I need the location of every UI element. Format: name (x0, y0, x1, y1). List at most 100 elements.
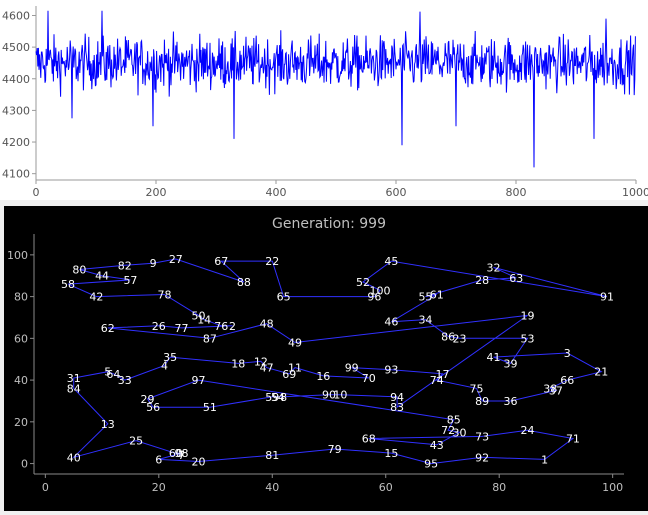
city-label: 13 (101, 418, 115, 431)
city-label: 87 (203, 332, 217, 345)
city-label: 100 (370, 284, 391, 297)
fitness-series-line (35, 10, 636, 168)
x-tick-label: 20 (152, 481, 166, 494)
city-label: 51 (203, 401, 217, 414)
city-label: 14 (197, 314, 211, 327)
y-tick-label: 0 (21, 458, 28, 471)
x-tick-label: 1000 (622, 186, 648, 199)
city-label: 40 (67, 451, 81, 464)
x-tick-label: 60 (379, 481, 393, 494)
city-label: 23 (452, 332, 466, 345)
city-label: 42 (89, 291, 103, 304)
x-tick-label: 40 (265, 481, 279, 494)
city-label: 15 (384, 447, 398, 460)
city-label: 68 (362, 433, 376, 446)
city-label: 58 (61, 278, 75, 291)
city-label: 2 (229, 320, 236, 333)
y-tick-label: 4200 (2, 136, 30, 149)
city-label: 69 (282, 368, 296, 381)
city-label: 9 (150, 257, 157, 270)
city-label: 59 (265, 391, 279, 404)
city-label: 61 (430, 289, 444, 302)
city-label: 67 (214, 255, 228, 268)
city-label: 8 (280, 391, 287, 404)
city-label: 27 (169, 253, 183, 266)
city-label: 20 (192, 455, 206, 468)
fitness-line-chart: 4100 4200 4300 4400 4500 4600 0 200 400 600 800 100… (2, 6, 648, 199)
x-tick-label: 800 (506, 186, 527, 199)
city-label: 54 (271, 391, 285, 404)
city-label: 62 (101, 322, 115, 335)
y-tick-label: 100 (7, 249, 28, 262)
city-label: 91 (600, 291, 614, 304)
y-tick-label: 80 (14, 291, 28, 304)
city-label: 98 (175, 447, 189, 460)
y-tick-label: 40 (14, 374, 28, 387)
city-label: 16 (316, 370, 330, 383)
city-label: 19 (521, 309, 535, 322)
city-label: 93 (384, 364, 398, 377)
city-label: 17 (435, 368, 449, 381)
city-label: 25 (129, 435, 143, 448)
tour-scatter-chart: Generation: 999 0 20 40 60 80 100 0 20 40 60 80 100 1… (7, 216, 624, 494)
city-label: 84 (67, 382, 81, 395)
city-label: 80 (72, 263, 86, 276)
y-tick-label: 4300 (2, 104, 30, 117)
y-tick-label: 4400 (2, 73, 30, 86)
city-label: 81 (265, 449, 279, 462)
y-tick-label: 4500 (2, 41, 30, 54)
city-label: 11 (288, 362, 302, 375)
panel-divider (0, 200, 648, 206)
city-label: 29 (140, 393, 154, 406)
chart-title: Generation: 999 (272, 216, 386, 232)
y-tick-label: 60 (14, 332, 28, 345)
tour-chart-panel: Generation: 999 0 20 40 60 80 100 0 20 40 60 80 100 1… (4, 206, 648, 511)
city-label: 73 (475, 430, 489, 443)
tour-path (67, 258, 608, 465)
city-label: 5 (104, 366, 111, 379)
fitness-chart-panel: 4100 4200 4300 4400 4500 4600 0 200 400 600 800 100… (0, 0, 648, 200)
city-label: 94 (390, 391, 404, 404)
city-label: 37 (549, 385, 563, 398)
city-label: 38 (543, 382, 557, 395)
city-label: 95 (424, 458, 438, 471)
city-label: 79 (328, 443, 342, 456)
city-label: 47 (260, 362, 274, 375)
city-label: 18 (231, 357, 245, 370)
city-label: 75 (470, 382, 484, 395)
city-label: 30 (452, 426, 466, 439)
x-tick-label: 400 (266, 186, 287, 199)
city-label: 26 (152, 320, 166, 333)
city-label: 34 (418, 314, 432, 327)
city-label: 52 (356, 276, 370, 289)
city-label: 72 (441, 424, 455, 437)
city-label: 71 (566, 433, 580, 446)
city-label: 32 (487, 261, 501, 274)
city-label: 60 (169, 447, 183, 460)
y-tick-label: 4600 (2, 9, 30, 22)
x-tick-label: 600 (386, 186, 407, 199)
y-tick-label: 20 (14, 416, 28, 429)
city-label: 22 (265, 255, 279, 268)
city-label: 70 (362, 372, 376, 385)
city-label: 43 (430, 439, 444, 452)
x-tick-label: 80 (492, 481, 506, 494)
city-label: 4 (161, 359, 168, 372)
city-label: 35 (163, 351, 177, 364)
city-label: 88 (237, 276, 251, 289)
city-label: 77 (175, 322, 189, 335)
city-label: 97 (192, 374, 206, 387)
city-label: 50 (192, 309, 206, 322)
city-label: 96 (367, 291, 381, 304)
x-tick-label: 0 (33, 186, 40, 199)
city-label: 90 (322, 389, 336, 402)
city-label: 6 (155, 453, 162, 466)
city-label: 44 (95, 270, 109, 283)
city-label: 3 (564, 347, 571, 360)
city-label: 24 (521, 424, 535, 437)
city-label: 41 (487, 351, 501, 364)
city-label: 55 (418, 291, 432, 304)
city-label: 45 (384, 255, 398, 268)
city-label: 99 (345, 362, 359, 375)
city-label: 78 (157, 289, 171, 302)
